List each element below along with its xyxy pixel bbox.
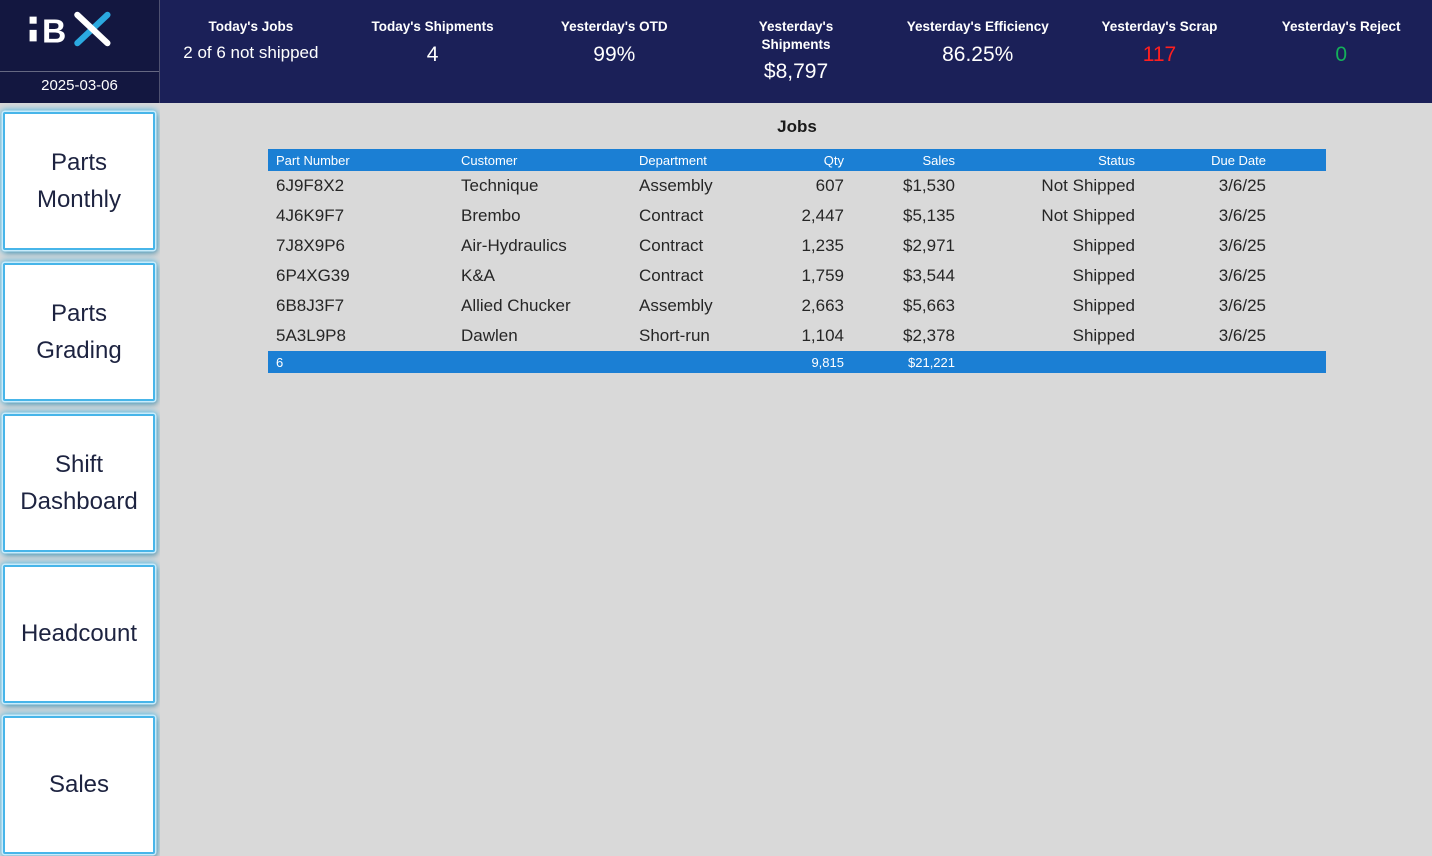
table-cell: Not Shipped xyxy=(1041,206,1135,225)
company-logo-icon: B xyxy=(29,11,111,50)
table-cell: 3/6/25 xyxy=(1218,176,1266,195)
table-cell: 1,759 xyxy=(801,266,844,285)
jobs-table-body: 6J9F8X2 Technique Assembly 607 $1,530 Not Shi… xyxy=(268,171,1326,351)
jobs-table: Part Number Customer Department Qty Sale… xyxy=(268,149,1326,373)
top-header-bar: B 2025-03-06 Today's Jobs 2 of 6 not shi… xyxy=(0,0,1432,103)
column-header-qty: Qty xyxy=(760,149,850,171)
table-cell: Shipped xyxy=(1072,326,1135,345)
table-cell: Not Shipped xyxy=(1041,176,1135,195)
kpi-yesterdays-shipments: Yesterday's Shipments $8,797 xyxy=(705,0,887,103)
kpi-yesterdays-scrap: Yesterday's Scrap 117 xyxy=(1069,0,1251,103)
logo-block: B 2025-03-06 xyxy=(0,0,160,103)
kpi-label: Today's Shipments xyxy=(371,19,494,34)
table-cell: Technique xyxy=(461,176,539,195)
table-cell: 7J8X9P6 xyxy=(276,236,345,255)
kpi-yesterdays-reject: Yesterday's Reject 0 xyxy=(1250,0,1432,103)
table-cell: Contract xyxy=(639,266,704,285)
kpi-yesterdays-efficiency: Yesterday's Efficiency 86.25% xyxy=(887,0,1069,103)
table-cell: Short-run xyxy=(639,326,710,345)
table-cell: 2,663 xyxy=(801,296,844,315)
table-row[interactable]: 6J9F8X2 Technique Assembly 607 $1,530 Not Shi… xyxy=(268,171,1326,201)
table-cell: 607 xyxy=(815,176,844,195)
kpi-label: Today's Jobs xyxy=(208,19,294,34)
jobs-table-footer: 6 9,815 $21,221 xyxy=(268,351,1326,373)
total-count: 6 xyxy=(268,351,455,373)
kpi-value: 0 xyxy=(1335,42,1348,66)
sidebar-item-sales[interactable]: Sales xyxy=(3,716,155,854)
table-cell: 1,104 xyxy=(801,326,844,345)
kpi-value: $8,797 xyxy=(763,60,829,84)
table-cell: $2,378 xyxy=(903,326,955,345)
column-header-part-number: Part Number xyxy=(268,149,455,171)
table-cell: Shipped xyxy=(1072,266,1135,285)
sidebar-item-shift-dashboard[interactable]: Shift Dashboard xyxy=(3,414,155,552)
column-header-sales: Sales xyxy=(850,149,961,171)
table-cell: Contract xyxy=(639,236,704,255)
table-cell: Assembly xyxy=(639,176,713,195)
table-row[interactable]: 6P4XG39 K&A Contract 1,759 $3,544 Shipped 3/6/… xyxy=(268,261,1326,291)
table-cell: 3/6/25 xyxy=(1218,266,1266,285)
table-cell: Dawlen xyxy=(461,326,518,345)
table-row[interactable]: 4J6K9F7 Brembo Contract 2,447 $5,135 Not Ship… xyxy=(268,201,1326,231)
kpi-value: 99% xyxy=(593,42,636,66)
sidebar-nav: Parts Monthly Parts Grading Shift Dashbo… xyxy=(0,103,160,856)
table-cell: 5A3L9P8 xyxy=(276,326,346,345)
table-cell: $5,135 xyxy=(903,206,955,225)
main-content: Jobs Part Number Customer Department Qty… xyxy=(160,103,1432,856)
table-cell: Allied Chucker xyxy=(461,296,571,315)
total-sales: $21,221 xyxy=(850,351,961,373)
current-date: 2025-03-06 xyxy=(0,71,159,103)
column-header-customer: Customer xyxy=(455,149,633,171)
kpi-strip: Today's Jobs 2 of 6 not shipped Today's … xyxy=(160,0,1432,103)
table-cell: Shipped xyxy=(1072,296,1135,315)
kpi-todays-shipments: Today's Shipments 4 xyxy=(342,0,524,103)
table-cell: 3/6/25 xyxy=(1218,296,1266,315)
column-header-status: Status xyxy=(961,149,1141,171)
jobs-table-header: Part Number Customer Department Qty Sale… xyxy=(268,149,1326,171)
table-cell: 3/6/25 xyxy=(1218,236,1266,255)
column-header-department: Department xyxy=(633,149,760,171)
table-cell: 3/6/25 xyxy=(1218,206,1266,225)
page-title: Jobs xyxy=(777,117,817,136)
kpi-label: Yesterday's Scrap xyxy=(1101,19,1218,34)
table-cell: 6J9F8X2 xyxy=(276,176,345,195)
table-cell: 6B8J3F7 xyxy=(276,296,345,315)
kpi-label: Yesterday's Efficiency xyxy=(906,19,1049,34)
totals-row: 6 9,815 $21,221 xyxy=(268,351,1326,373)
kpi-value: 2 of 6 not shipped xyxy=(183,42,319,62)
kpi-label: Yesterday's Shipments xyxy=(758,19,834,52)
table-cell: 6P4XG39 xyxy=(276,266,350,285)
table-cell: 4J6K9F7 xyxy=(276,206,345,225)
sidebar-item-parts-monthly[interactable]: Parts Monthly xyxy=(3,112,155,250)
table-row[interactable]: 5A3L9P8 Dawlen Short-run 1,104 $2,378 Shipped… xyxy=(268,321,1326,351)
kpi-yesterdays-otd: Yesterday's OTD 99% xyxy=(523,0,705,103)
table-cell: 2,447 xyxy=(801,206,844,225)
table-cell: $3,544 xyxy=(903,266,955,285)
kpi-value: 4 xyxy=(426,42,439,66)
total-qty: 9,815 xyxy=(760,351,850,373)
table-cell: Shipped xyxy=(1072,236,1135,255)
kpi-label: Yesterday's Reject xyxy=(1281,19,1401,34)
table-cell: $2,971 xyxy=(903,236,955,255)
table-cell: $1,530 xyxy=(903,176,955,195)
table-cell: Assembly xyxy=(639,296,713,315)
table-cell: K&A xyxy=(461,266,496,285)
kpi-label: Yesterday's OTD xyxy=(560,19,668,34)
header-row: Part Number Customer Department Qty Sale… xyxy=(268,149,1326,171)
table-cell: Brembo xyxy=(461,206,521,225)
table-cell: 3/6/25 xyxy=(1218,326,1266,345)
svg-text:B: B xyxy=(41,13,65,50)
table-cell: Contract xyxy=(639,206,704,225)
table-row[interactable]: 6B8J3F7 Allied Chucker Assembly 2,663 $5,663… xyxy=(268,291,1326,321)
table-cell: 1,235 xyxy=(801,236,844,255)
column-header-due-date: Due Date xyxy=(1141,149,1326,171)
table-row[interactable]: 7J8X9P6 Air-Hydraulics Contract 1,235 $2,971… xyxy=(268,231,1326,261)
kpi-value: 117 xyxy=(1142,42,1177,66)
sidebar-item-parts-grading[interactable]: Parts Grading xyxy=(3,263,155,401)
sidebar-item-headcount[interactable]: Headcount xyxy=(3,565,155,703)
kpi-todays-jobs: Today's Jobs 2 of 6 not shipped xyxy=(160,0,342,103)
table-cell: Air-Hydraulics xyxy=(461,236,567,255)
table-cell: $5,663 xyxy=(903,296,955,315)
kpi-value: 86.25% xyxy=(942,42,1014,66)
